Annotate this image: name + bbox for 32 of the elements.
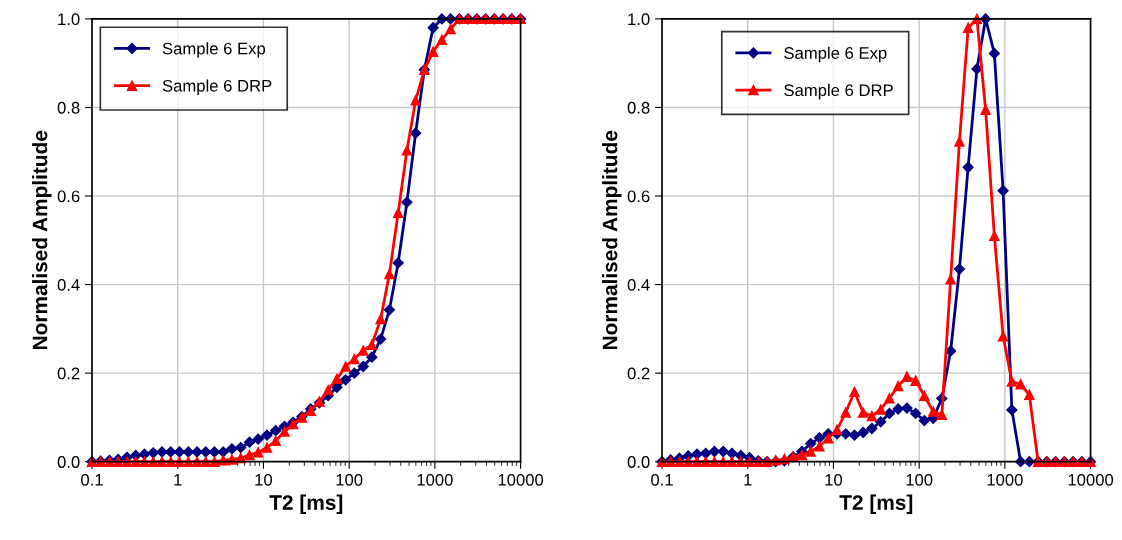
y-tick-label: 0.4 — [627, 278, 650, 291]
x-tick-label: 0.1 — [81, 473, 103, 486]
y-tick-label: 1.0 — [58, 13, 80, 26]
legend-label: Sample 6 Exp — [784, 46, 887, 63]
x-tick-label: 10000 — [498, 473, 544, 486]
x-axis-title: T2 [ms] — [839, 494, 913, 515]
y-axis-title: Normalised Amplitude — [602, 130, 622, 350]
x-tick-label: 1000 — [417, 473, 453, 486]
y-tick-label: 0.4 — [57, 278, 80, 291]
y-tick-label: 0.6 — [57, 190, 80, 203]
x-tick-label: 100 — [906, 473, 933, 486]
y-tick-label: 0.2 — [627, 367, 650, 380]
y-tick-label: 0.6 — [627, 190, 650, 203]
y-tick-label: 0.0 — [627, 456, 650, 468]
y-tick-label: 0.0 — [57, 456, 80, 468]
x-tick-label: 0.1 — [651, 473, 673, 486]
x-tick-label: 1000 — [987, 473, 1023, 486]
x-tick-label: 10 — [825, 473, 843, 486]
y-tick-label: 0.2 — [57, 367, 80, 380]
y-axis-title: Normalised Amplitude — [32, 130, 52, 350]
x-tick-label: 1 — [744, 474, 752, 486]
x-tick-label: 1 — [174, 474, 182, 486]
x-tick-label: 10 — [255, 473, 273, 486]
x-tick-label: 100 — [336, 473, 363, 486]
y-tick-label: 1.0 — [628, 13, 650, 26]
x-tick-label: 10000 — [1068, 473, 1114, 486]
y-tick-label: 0.8 — [627, 101, 650, 114]
y-tick-label: 0.8 — [57, 101, 80, 114]
legend-label: Sample 6 DRP — [784, 83, 893, 100]
legend-label: Sample 6 DRP — [162, 79, 272, 95]
legend-label: Sample 6 Exp — [162, 42, 266, 58]
x-axis-title: T2 [ms] — [269, 494, 343, 515]
